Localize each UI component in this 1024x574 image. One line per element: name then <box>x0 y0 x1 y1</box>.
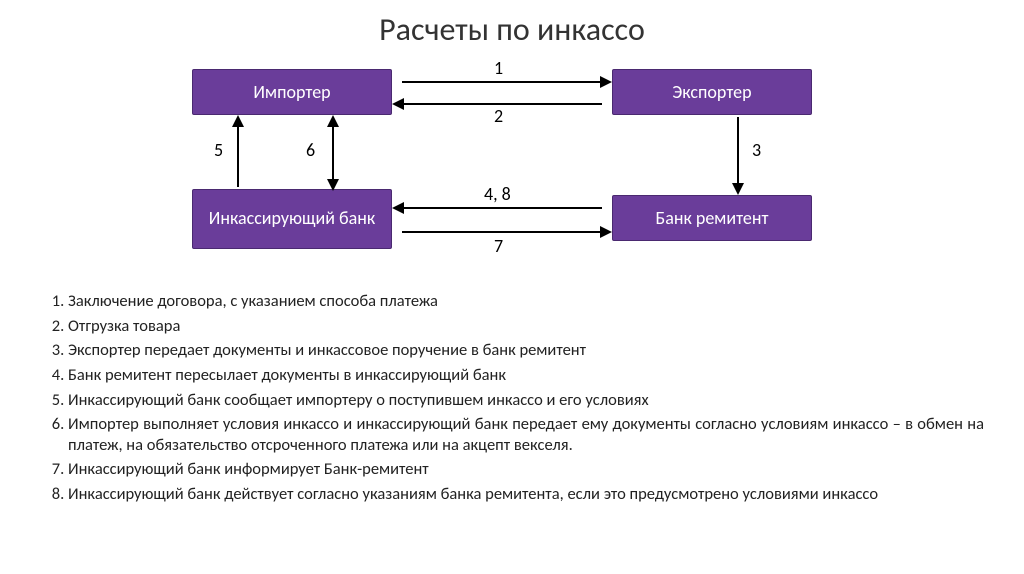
edge-5-label: 5 <box>214 139 223 161</box>
legend-item: Инкассирующий банк информирует Банк-реми… <box>68 459 984 480</box>
legend-item: Импортер выполняет условия инкассо и инк… <box>68 414 984 455</box>
edge-7-head <box>600 226 612 238</box>
edge-1-label: 1 <box>494 57 503 79</box>
edge-7-line <box>402 231 602 233</box>
legend-list: Заключение договора, с указанием способа… <box>40 291 984 505</box>
node-collecting-bank: Инкассирующий банк <box>192 189 392 249</box>
edge-6-label: 6 <box>306 139 315 161</box>
page-title: Расчеты по инкассо <box>0 0 1024 49</box>
edge-1-head <box>600 76 612 88</box>
edge-6-line <box>332 125 334 181</box>
edge-6-head-up <box>327 115 339 127</box>
legend-item: Банк ремитент пересылает документы в инк… <box>68 365 984 386</box>
legend-item: Экспортер передает документы и инкассово… <box>68 340 984 361</box>
edge-7-label: 7 <box>494 235 503 257</box>
legend-item: Отгрузка товара <box>68 316 984 337</box>
legend-item: Инкассирующий банк действует согласно ук… <box>68 484 984 505</box>
edge-2-label: 2 <box>494 105 503 127</box>
edge-5-head <box>232 115 244 127</box>
legend-item: Инкассирующий банк сообщает импортеру о … <box>68 390 984 411</box>
edge-3-label: 3 <box>752 139 761 161</box>
edge-48-head <box>392 202 404 214</box>
edge-3-line <box>737 117 739 185</box>
legend: Заключение договора, с указанием способа… <box>40 291 984 505</box>
legend-item: Заключение договора, с указанием способа… <box>68 291 984 312</box>
edge-48-label: 4, 8 <box>484 183 511 205</box>
node-remitting-bank: Банк ремитент <box>612 195 812 241</box>
node-exporter: Экспортер <box>612 69 812 115</box>
edge-5-line <box>237 125 239 187</box>
edge-48-line <box>402 207 602 209</box>
edge-6-head-down <box>327 179 339 191</box>
node-importer: Импортер <box>192 69 392 115</box>
edge-2-head <box>392 98 404 110</box>
flow-diagram: Импортер Экспортер Инкассирующий банк Ба… <box>162 59 862 279</box>
edge-3-head <box>732 183 744 195</box>
edge-1-line <box>402 81 602 83</box>
